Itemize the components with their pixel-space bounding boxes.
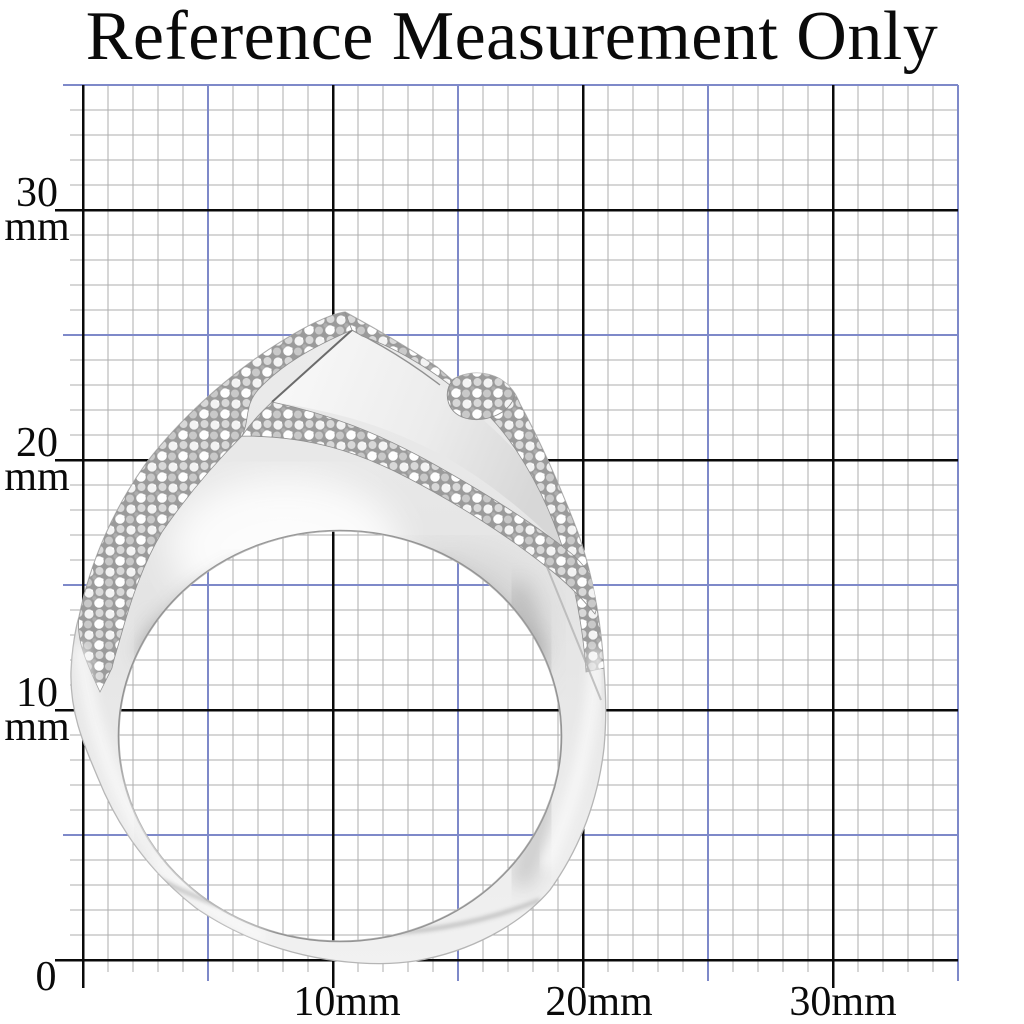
- right-band-highlight: [539, 649, 602, 871]
- x-axis-label-20mm: 20mm: [545, 979, 653, 1024]
- facet-seam: [271, 329, 353, 403]
- pave-strip-diagonal: [241, 401, 602, 615]
- upper-facet: [272, 330, 574, 548]
- y-axis-label-30-unit: mm: [4, 204, 70, 250]
- left-inner-shade: [129, 617, 167, 858]
- y-axis-label-20-unit: mm: [4, 454, 70, 500]
- inner-rim: [117, 529, 563, 943]
- x-axis-label-10mm: 10mm: [293, 979, 401, 1024]
- polish-edge-line: [544, 561, 602, 701]
- y-axis-labels: 30 mm 20 mm 10 mm 0: [4, 170, 70, 1000]
- x-axis-labels: 10mm 20mm 30mm: [293, 979, 897, 1024]
- pave-band-left: [78, 312, 353, 693]
- page-title: Reference Measurement Only: [85, 0, 939, 75]
- y-axis-label-20-value: 20: [16, 420, 58, 466]
- y-axis-label-30-value: 30: [16, 170, 58, 216]
- y-axis-label-10-value: 10: [16, 670, 58, 716]
- origin-label: 0: [36, 954, 57, 1000]
- x-axis-label-30mm: 30mm: [789, 979, 897, 1024]
- y-axis-label-10-unit: mm: [4, 704, 70, 750]
- underdome-shadow: [138, 545, 542, 668]
- bottom-inner-shade: [228, 895, 457, 929]
- left-band-highlight: [74, 644, 268, 943]
- dome-midtone: [357, 550, 547, 700]
- ring-shading: [74, 312, 605, 943]
- dome-highlight: [170, 476, 400, 620]
